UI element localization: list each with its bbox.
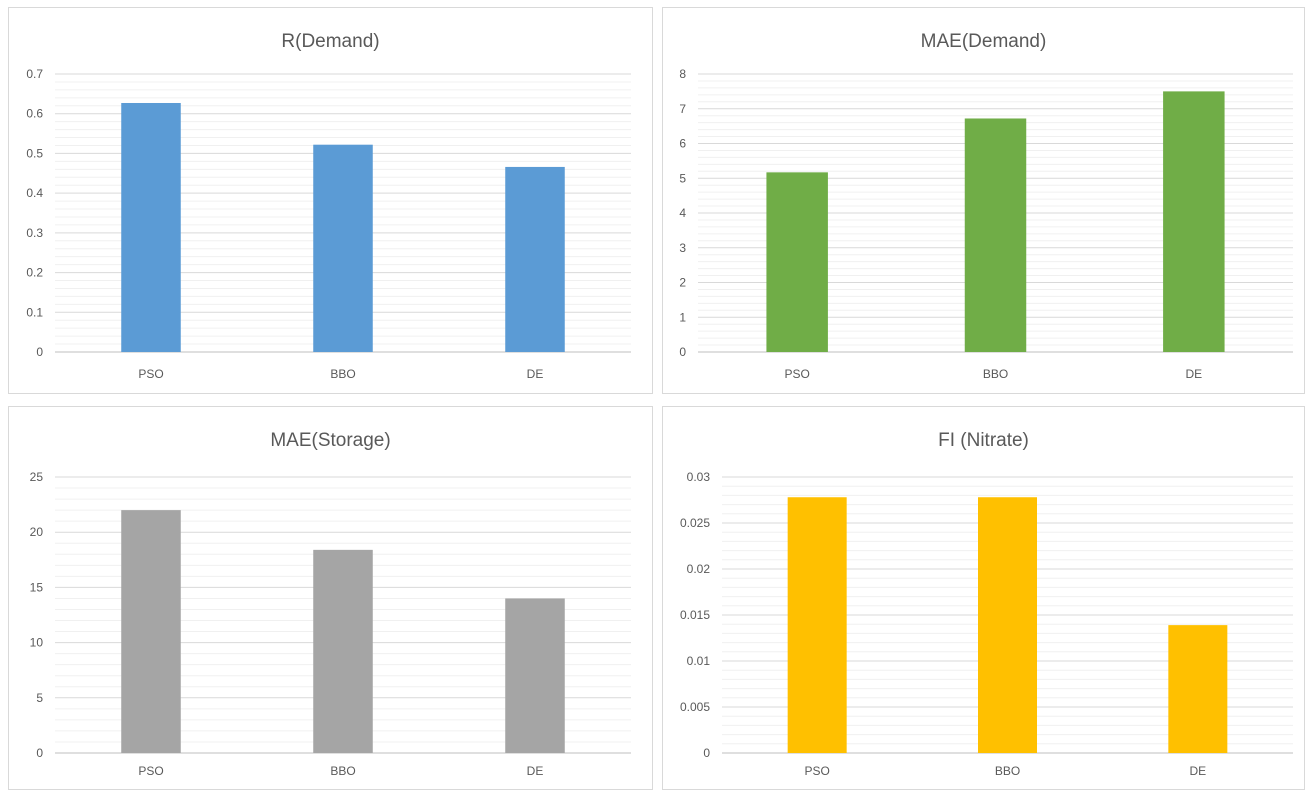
y-tick-label: 4: [679, 206, 686, 220]
y-tick-label: 5: [36, 691, 43, 705]
y-tick-label: 2: [679, 276, 686, 290]
chart-title: R(Demand): [281, 31, 379, 52]
x-tick-label: PSO: [138, 367, 163, 381]
x-tick-label: BBO: [330, 764, 355, 778]
bar-de: [1163, 91, 1225, 352]
y-tick-label: 0.7: [26, 67, 43, 81]
y-tick-label: 0: [36, 746, 43, 760]
bar-chart: MAE(Storage) 0 5 10 15 20 25 PSO BBO DE: [30, 430, 631, 778]
y-tick-label: 0.025: [680, 516, 710, 530]
x-tick-label: DE: [527, 764, 544, 778]
y-tick-label: 8: [679, 67, 686, 81]
bar-pso: [121, 102, 181, 353]
chart-title: MAE(Storage): [270, 430, 390, 451]
y-tick-label: 0.2: [26, 266, 43, 280]
bar-chart: MAE(Demand) 0 1 2 3 4 5 6 7 8 PSO BBO DE: [679, 31, 1293, 381]
y-tick-label: 5: [679, 171, 686, 185]
chart-title: MAE(Demand): [921, 31, 1047, 52]
y-tick-label: 0: [679, 345, 686, 359]
x-tick-label: DE: [1189, 764, 1206, 778]
y-tick-label: 0.1: [26, 305, 43, 319]
y-tick-label: 0: [36, 345, 43, 359]
y-tick-label: 0.02: [687, 562, 711, 576]
y-tick-label: 1: [679, 310, 686, 324]
y-tick-label: 10: [30, 636, 44, 650]
chart-panel-mae-demand: MAE(Demand) 0 1 2 3 4 5 6 7 8 PSO BBO DE: [662, 7, 1305, 394]
y-tick-label: 0.5: [26, 146, 43, 160]
bar-de: [505, 598, 565, 753]
x-tick-label: DE: [527, 367, 544, 381]
bar-bbo: [313, 549, 373, 753]
bar-pso: [121, 510, 181, 753]
y-tick-label: 0.03: [687, 470, 711, 484]
x-tick-label: BBO: [330, 367, 355, 381]
chart-panel-fi-nitrate: FI (Nitrate) 0 0.005 0.01 0.015 0.02 0.025 0.03…: [662, 406, 1305, 790]
y-tick-label: 0.01: [687, 654, 711, 668]
y-tick-label: 3: [679, 241, 686, 255]
x-tick-label: BBO: [995, 764, 1020, 778]
chart-title: FI (Nitrate): [938, 430, 1029, 451]
bar-chart: R(Demand) 0 0.1 0.2 0.3 0.4 0.5 0.6 0.7 PSO BBO DE: [26, 31, 631, 381]
y-tick-label: 25: [30, 470, 44, 484]
y-tick-label: 0.3: [26, 226, 43, 240]
y-tick-label: 7: [679, 102, 686, 116]
y-tick-label: 6: [679, 137, 686, 151]
chart-panel-mae-storage: MAE(Storage) 0 5 10 15 20 25 PSO BBO DE: [8, 406, 653, 790]
y-tick-label: 0: [703, 746, 710, 760]
y-tick-label: 15: [30, 580, 44, 594]
bar-de: [1168, 625, 1228, 753]
x-tick-label: DE: [1185, 367, 1202, 381]
x-tick-label: PSO: [784, 367, 809, 381]
bar-bbo: [964, 118, 1027, 352]
y-tick-label: 0.4: [26, 186, 43, 200]
bar-bbo: [313, 144, 373, 352]
x-tick-label: PSO: [804, 764, 829, 778]
y-tick-label: 0.005: [680, 700, 710, 714]
bar-chart: FI (Nitrate) 0 0.005 0.01 0.015 0.02 0.025 0.03…: [680, 430, 1293, 778]
y-tick-label: 0.015: [680, 608, 710, 622]
y-tick-label: 20: [30, 525, 44, 539]
bar-bbo: [977, 497, 1038, 753]
chart-panel-r-demand: R(Demand) 0 0.1 0.2 0.3 0.4 0.5 0.6 0.7 PSO BBO DE: [8, 7, 653, 394]
y-tick-label: 0.6: [26, 107, 43, 121]
bar-pso: [766, 172, 828, 352]
bar-de: [505, 166, 565, 352]
x-tick-label: PSO: [138, 764, 163, 778]
x-tick-label: BBO: [983, 367, 1008, 381]
bar-pso: [787, 497, 847, 753]
